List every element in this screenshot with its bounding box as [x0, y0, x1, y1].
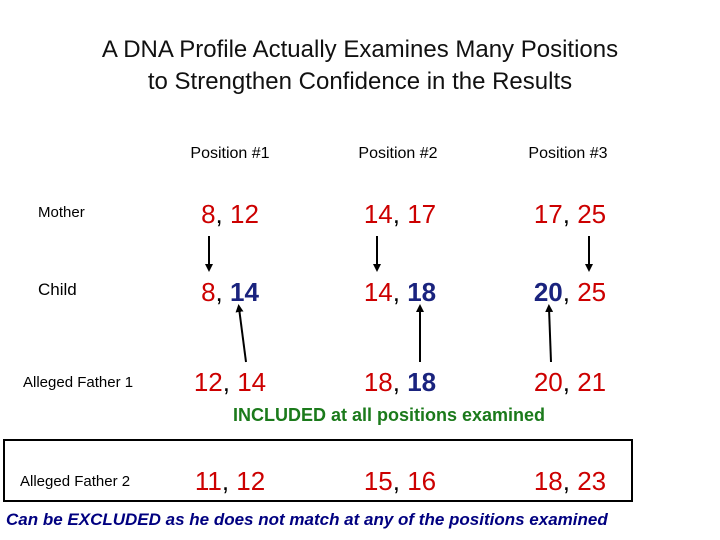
- title-line-2: to Strengthen Confidence in the Results: [147, 68, 573, 95]
- allele: 23: [577, 466, 607, 496]
- father1-position-2-alleles: 18, 18: [363, 367, 437, 397]
- paternal-allele: 18: [407, 367, 437, 397]
- allele: 8: [201, 199, 216, 229]
- allele: 12: [230, 199, 259, 229]
- mother-position-2-alleles: 14, 17: [363, 199, 437, 229]
- paternal-allele: 18: [407, 277, 437, 307]
- father2-position-3-alleles: 18, 23: [533, 466, 607, 496]
- column-header-position-3: Position #3: [528, 145, 608, 162]
- row-label-child: Child: [38, 280, 77, 299]
- allele: 14: [237, 367, 267, 397]
- slide-title: A DNA Profile Actually Examines Many Pos…: [0, 34, 720, 98]
- allele: 12: [236, 466, 266, 496]
- child-position-3-alleles: 20, 25: [533, 277, 607, 307]
- allele: 11: [194, 466, 222, 496]
- allele: 14: [363, 199, 393, 229]
- father1-position-3-alleles: 20, 21: [533, 367, 607, 397]
- row-label-mother: Mother: [38, 204, 85, 221]
- father2-box: [3, 439, 633, 502]
- allele: 14: [363, 277, 393, 307]
- allele: 16: [407, 466, 437, 496]
- mother-position-3-alleles: 17, 25: [533, 199, 607, 229]
- title-line-1: A DNA Profile Actually Examines Many Pos…: [101, 36, 619, 63]
- allele: 17: [407, 199, 437, 229]
- allele: 18: [363, 367, 393, 397]
- allele: 18: [533, 466, 563, 496]
- mother-position-1-alleles: 8, 12: [201, 199, 259, 229]
- father2-position-2-alleles: 15, 16: [363, 466, 437, 496]
- allele: 21: [577, 367, 607, 397]
- paternal-allele: 20: [533, 277, 563, 307]
- arrow-father1-to-child-pos1: [235, 304, 247, 363]
- row-label-alleged-father-1: Alleged Father 1: [23, 374, 134, 391]
- allele: 25: [577, 199, 607, 229]
- allele: 12: [193, 367, 223, 397]
- child-position-1-alleles: 8, 14: [201, 277, 259, 307]
- column-header-position-2: Position #2: [358, 145, 438, 162]
- row-label-alleged-father-2: Alleged Father 2: [20, 473, 131, 490]
- allele: 20: [533, 367, 563, 397]
- included-statement: INCLUDED at all positions examined: [233, 405, 546, 425]
- allele: 15: [363, 466, 393, 496]
- father1-position-1-alleles: 12, 14: [193, 367, 267, 397]
- excluded-statement: Can be EXCLUDED as he does not match at …: [6, 510, 608, 529]
- father2-position-1-alleles: 11, 12: [194, 466, 266, 496]
- allele: 8: [201, 277, 216, 307]
- allele: 17: [533, 199, 563, 229]
- arrow-father1-to-child-pos3: [545, 304, 554, 363]
- allele: 25: [577, 277, 607, 307]
- column-header-position-1: Position #1: [190, 145, 270, 162]
- paternal-allele: 14: [230, 277, 259, 307]
- child-position-2-alleles: 14, 18: [363, 277, 437, 307]
